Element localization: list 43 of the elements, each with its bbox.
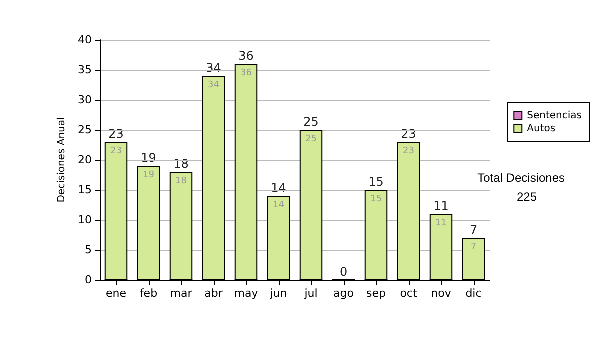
data-label: 25 — [306, 134, 317, 144]
annotation: Total Decisiones — [478, 171, 565, 185]
total-label: 7 — [470, 223, 478, 237]
x-tick-label: dic — [466, 287, 482, 300]
data-label: 18 — [176, 176, 188, 186]
total-label: 11 — [434, 199, 449, 213]
data-label: 11 — [436, 218, 447, 228]
text: 225 — [516, 190, 538, 204]
x-tick-label: ene — [106, 287, 127, 300]
x-tick-label: feb — [140, 287, 158, 300]
x-tick-label: sep — [366, 287, 386, 300]
x-tick-label: abr — [204, 287, 224, 300]
x-tick-label: mar — [170, 287, 193, 300]
data-label: 14 — [273, 200, 285, 210]
x-tick-label: jun — [269, 287, 288, 300]
y-tick-label: 20 — [78, 154, 92, 166]
total-label: 0 — [340, 265, 348, 279]
x-tick-label: may — [234, 287, 259, 300]
data-label: 34 — [208, 80, 220, 90]
x-tick-label: jul — [304, 287, 318, 300]
total-label: 36 — [238, 49, 254, 63]
data-label: 23 — [110, 146, 122, 156]
total-label: 25 — [304, 115, 319, 129]
y-tick-label: 30 — [78, 94, 92, 106]
data-label: 36 — [240, 68, 252, 78]
x-tick-label: oct — [400, 287, 418, 300]
data-label: 19 — [143, 170, 155, 180]
y-tick-label: 5 — [85, 244, 92, 256]
y-tick-label: 25 — [78, 124, 92, 136]
y-tick-label: 35 — [78, 64, 92, 76]
y-tick-label: 10 — [78, 214, 92, 226]
data-label: 15 — [370, 194, 382, 204]
legend-label: Sentencias — [527, 110, 582, 122]
data-label: 7 — [470, 242, 477, 252]
y-axis-title: Decisiones Anual — [56, 117, 68, 203]
x-tick-label: ago — [334, 287, 354, 300]
y-tick-label: 40 — [78, 34, 92, 46]
legend-label: Autos — [527, 124, 556, 134]
y-tick-label: 0 — [85, 274, 92, 286]
x-tick-label: nov — [431, 287, 452, 300]
total-label: 15 — [368, 175, 384, 189]
y-tick-label: 15 — [78, 184, 92, 196]
data-label: 23 — [403, 146, 414, 156]
